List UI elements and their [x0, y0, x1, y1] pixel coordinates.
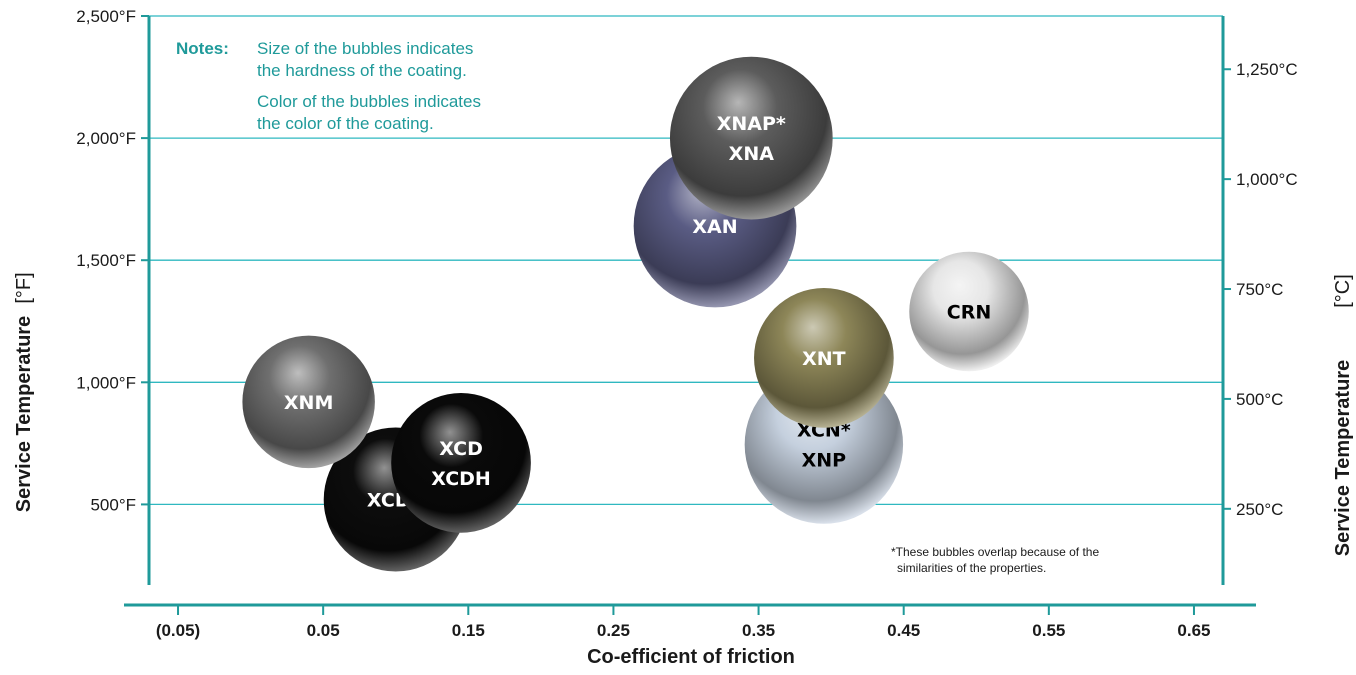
y-left-tick-label-3: 2,000°F [76, 129, 136, 148]
y-right-tick-label-3: 1,000°C [1236, 170, 1298, 189]
y-right-tick-label-0: 250°C [1236, 500, 1283, 519]
notes-block: Notes: Size of the bubbles indicates the… [176, 39, 481, 133]
bubble-label-xan: XAN [692, 216, 737, 238]
y-axis-left-unit: [°F] [13, 272, 35, 303]
notes-label: Notes: [176, 39, 229, 58]
bubble-xnt [754, 288, 894, 428]
notes-line-3: Color of the bubbles indicates [257, 92, 481, 111]
x-tick-label-6: 0.55 [1032, 621, 1065, 640]
y-axis-left-title: Service Temperature [13, 316, 35, 512]
y-axis-left-unit-group: [°F] [13, 272, 35, 303]
y-right-tick-label-1: 500°C [1236, 390, 1283, 409]
x-tick-label-2: 0.15 [452, 621, 485, 640]
y-axis-right-unit: [°C] [1332, 274, 1354, 308]
y-axis-right-title: Service Temperature [1332, 360, 1354, 556]
bubble-label-xnp: XNP [802, 450, 847, 472]
bubble-label-xnap: XNAP* [717, 113, 786, 135]
bubble-label-xcdh: XCDH [431, 468, 491, 490]
x-tick-label-0: (0.05) [156, 621, 200, 640]
x-tick-label-1: 0.05 [307, 621, 340, 640]
notes-line-4: the color of the coating. [257, 114, 434, 133]
y-left-tick-label-2: 1,500°F [76, 251, 136, 270]
bubble-label-xnt: XNT [802, 348, 846, 370]
bubble-label-xcd: XCD [439, 438, 483, 460]
bubble-xcd-xcdh [391, 393, 531, 533]
y-left-tick-label-4: 2,500°F [76, 7, 136, 26]
y-right-tick-label-4: 1,250°C [1236, 60, 1298, 79]
bubble-xnm [242, 335, 375, 469]
bubble-label-xnm: XNM [284, 392, 333, 414]
x-tick-label-4: 0.35 [742, 621, 775, 640]
footnote-line-2: similarities of the properties. [897, 561, 1046, 575]
y-axis-right-unit-group: [°C] [1332, 274, 1354, 308]
bubble-crn [909, 251, 1029, 372]
x-axis-title: Co-efficient of friction [587, 646, 795, 668]
y-right-tick-label-2: 750°C [1236, 280, 1283, 299]
y-left-tick-label-0: 500°F [90, 495, 136, 514]
y-left-tick-label-1: 1,000°F [76, 373, 136, 392]
bubble-xnap-xna [669, 56, 833, 220]
y-axis-right-title-group: Service Temperature [1332, 360, 1354, 556]
footnote-line-1: *These bubbles overlap because of the [891, 545, 1099, 559]
x-tick-label-7: 0.65 [1177, 621, 1210, 640]
bubble-label-crn: CRN [947, 301, 991, 323]
y-axis-left-title-group: Service Temperature [13, 316, 35, 512]
x-tick-label-3: 0.25 [597, 621, 630, 640]
notes-line-2: the hardness of the coating. [257, 61, 467, 80]
bubble-label-xna: XNA [729, 143, 775, 165]
notes-line-1: Size of the bubbles indicates [257, 39, 473, 58]
x-tick-label-5: 0.45 [887, 621, 920, 640]
footnote: *These bubbles overlap because of the si… [891, 545, 1099, 575]
axes: 500°F 1,000°F 1,500°F 2,000°F 2,500°F 250°C 50… [76, 7, 1297, 640]
